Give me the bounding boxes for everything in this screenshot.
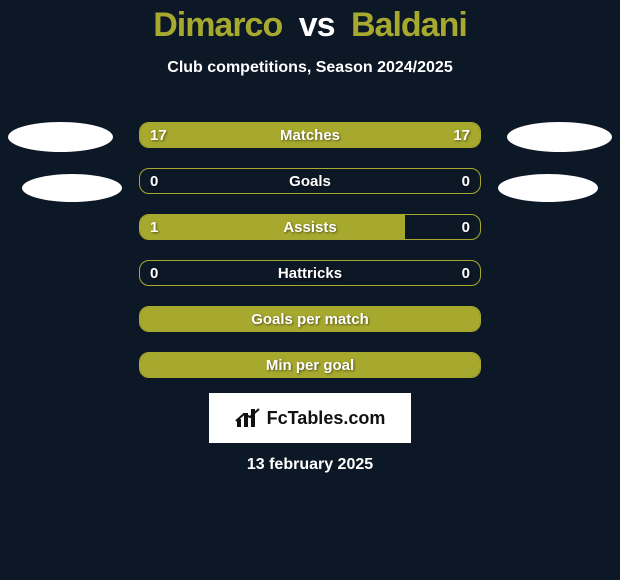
player1-name: Dimarco xyxy=(153,6,282,44)
stat-row: 00Hattricks xyxy=(139,260,481,286)
player2-name: Baldani xyxy=(351,6,467,44)
bar-chart-icon xyxy=(235,407,261,429)
avatar-shadow-left-2 xyxy=(22,174,122,202)
stat-row: 1717Matches xyxy=(139,122,481,148)
avatar-shadow-right-2 xyxy=(498,174,598,202)
vs-label: vs xyxy=(299,6,335,44)
stat-label: Matches xyxy=(140,123,480,147)
fctables-logo: FcTables.com xyxy=(209,393,411,443)
stat-label: Goals xyxy=(140,169,480,193)
date-label: 13 february 2025 xyxy=(0,456,620,474)
logo-text: FcTables.com xyxy=(267,408,386,429)
avatar-shadow-right-1 xyxy=(507,122,612,152)
stat-row: 10Assists xyxy=(139,214,481,240)
stat-row: 00Goals xyxy=(139,168,481,194)
title-line: Dimarco vs Baldani xyxy=(0,6,620,45)
stat-row: Goals per match xyxy=(139,306,481,332)
comparison-area: 1717Matches 00Goals 10Assists 00Hattricks Go… xyxy=(0,100,620,390)
header: Dimarco vs Baldani Club competitions, Se… xyxy=(0,0,620,77)
stat-label: Hattricks xyxy=(140,261,480,285)
avatar-shadow-left-1 xyxy=(8,122,113,152)
stat-bars: 1717Matches 00Goals 10Assists 00Hattricks Go… xyxy=(139,122,481,398)
subtitle: Club competitions, Season 2024/2025 xyxy=(0,59,620,77)
stat-row: Min per goal xyxy=(139,352,481,378)
stat-label: Min per goal xyxy=(140,353,480,377)
stat-label: Goals per match xyxy=(140,307,480,331)
stat-label: Assists xyxy=(140,215,480,239)
